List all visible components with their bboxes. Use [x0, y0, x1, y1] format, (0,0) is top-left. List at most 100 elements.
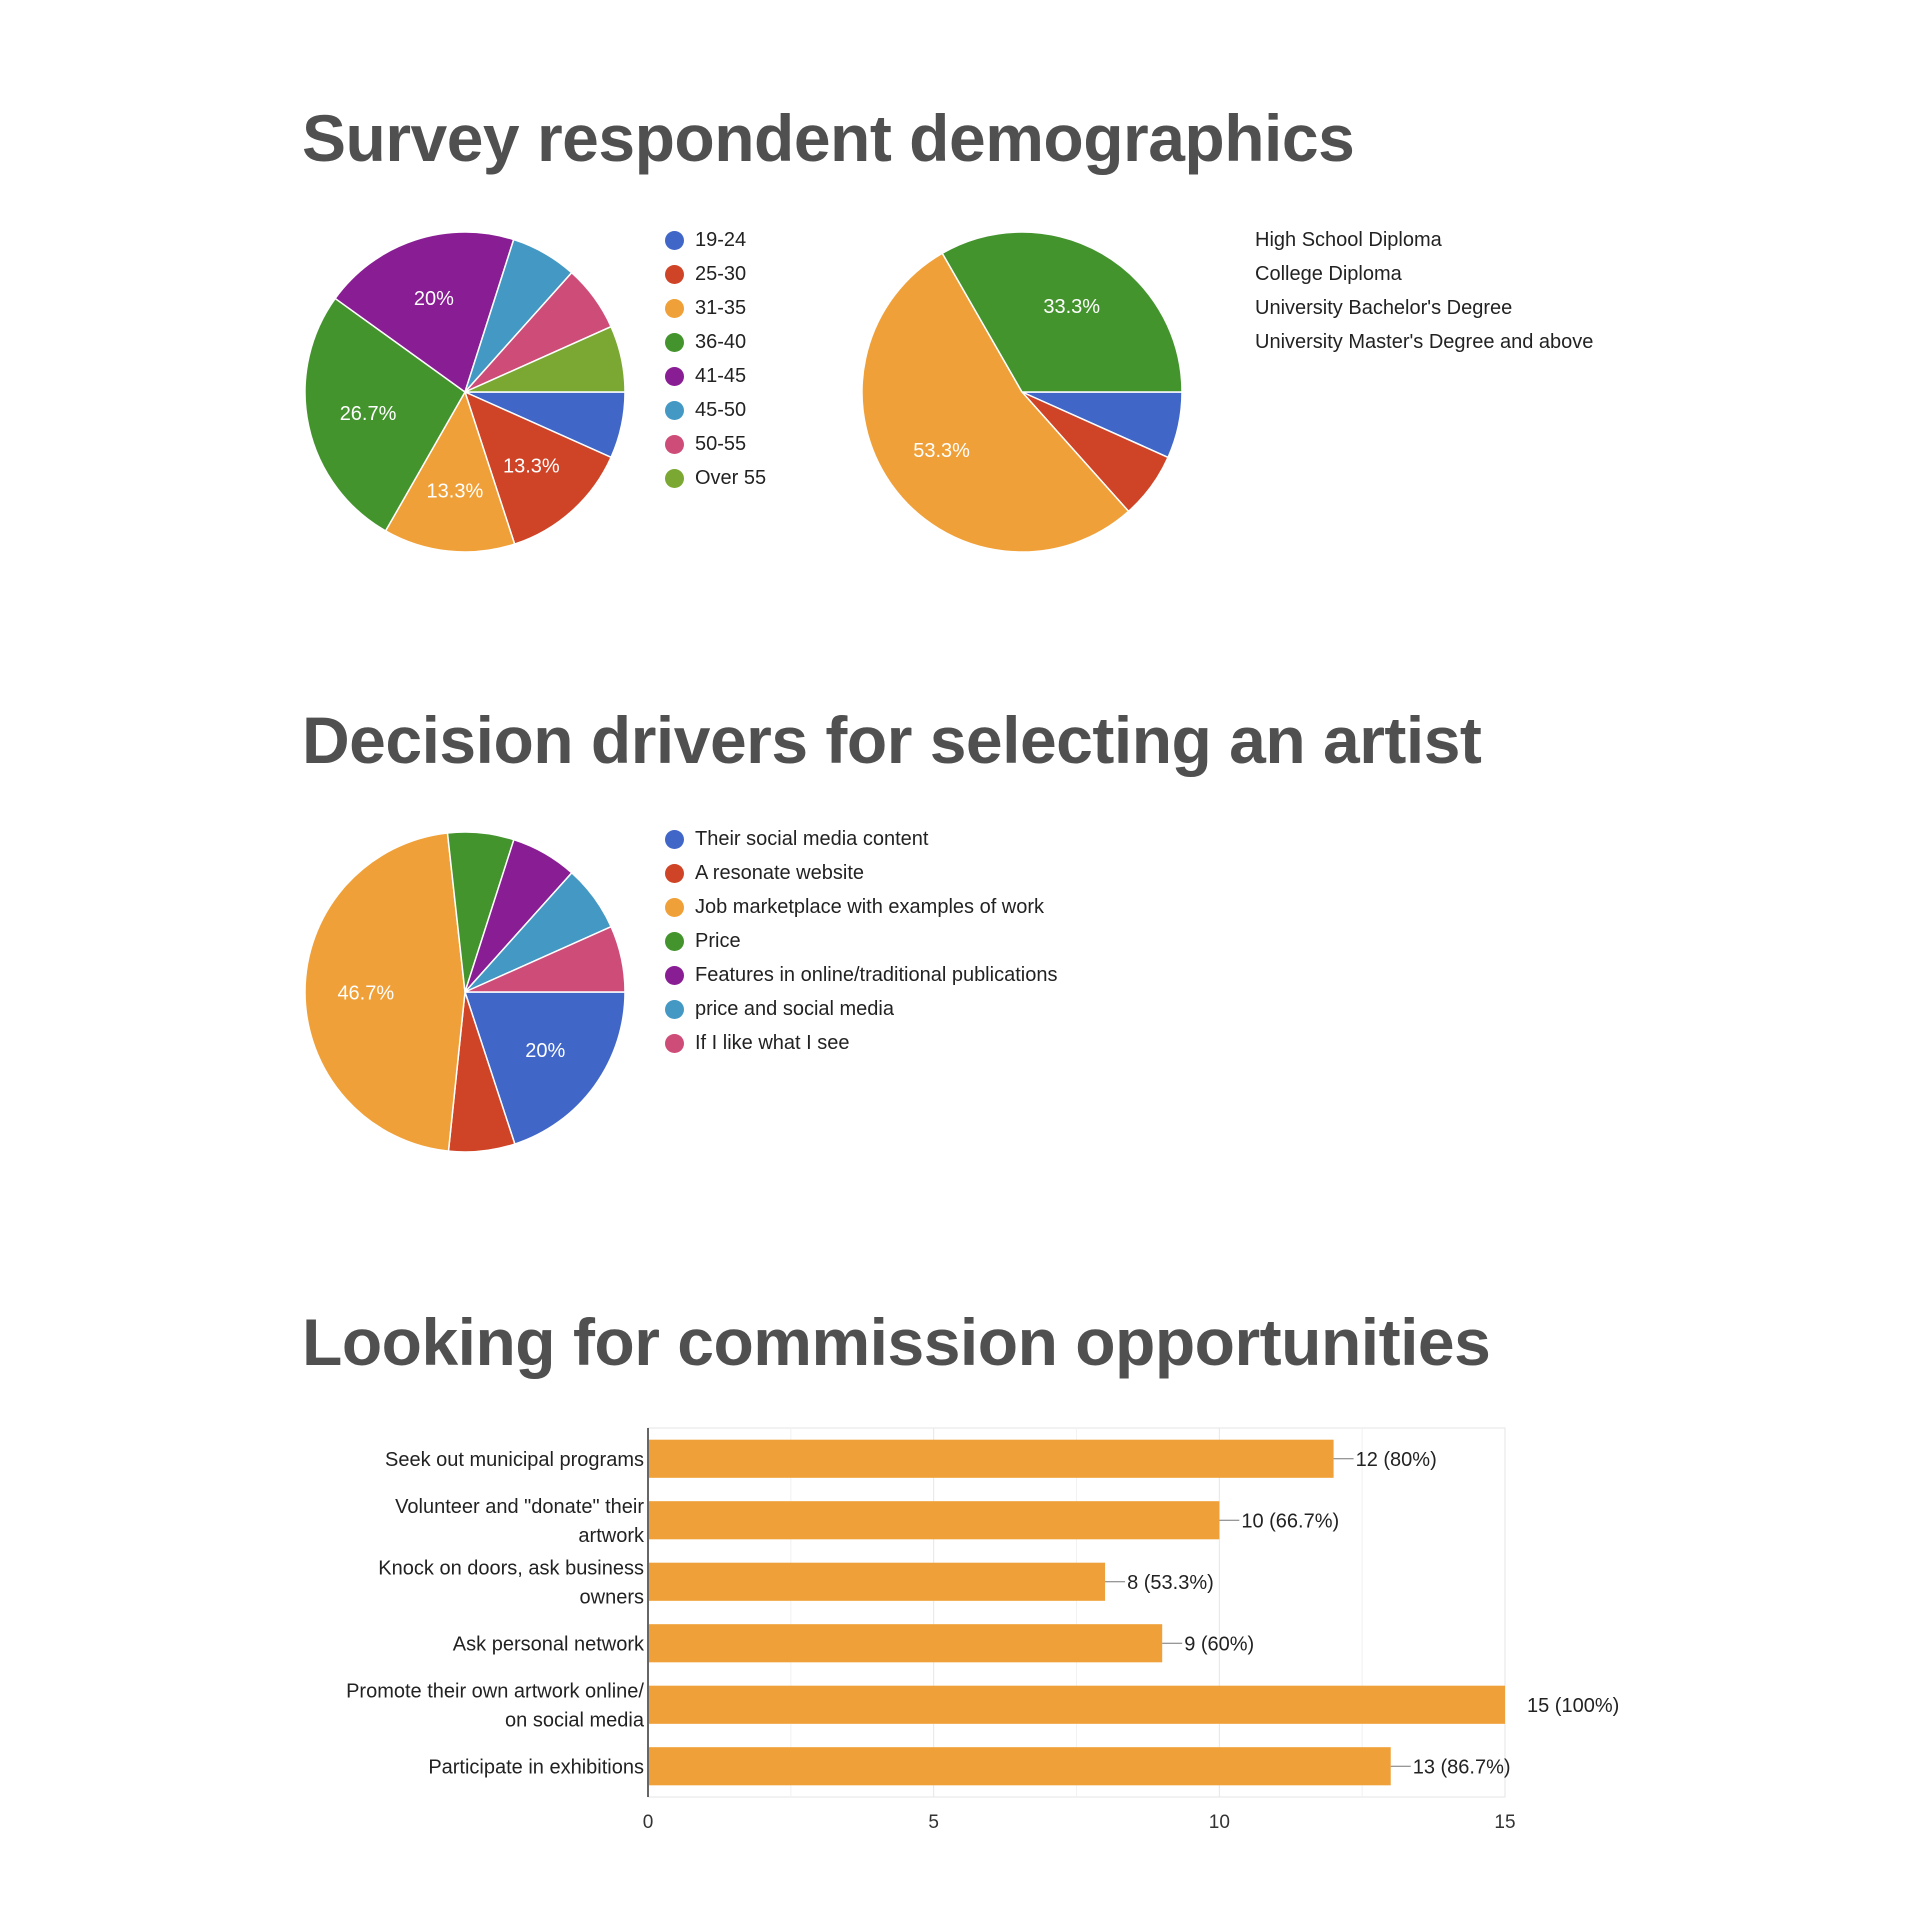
commission-bar-1: [649, 1439, 1334, 1478]
x-tick-label: 0: [643, 1812, 654, 1833]
section-title-decision-drivers: Decision drivers for selecting an artist: [302, 703, 1482, 777]
drivers-legend-item: Their social media content: [665, 825, 1085, 854]
legend-label: A resonate website: [695, 862, 864, 884]
commission-bar-5: [649, 1685, 1505, 1724]
legend-label: price and social media: [695, 998, 894, 1020]
category-label: Volunteer and "donate" their: [395, 1496, 644, 1518]
legend-label: 41-45: [695, 365, 747, 387]
education-slice-label-3: 53.3%: [913, 440, 970, 462]
age-slice-2: [463, 390, 613, 546]
age-legend-item: 45-50: [665, 396, 766, 425]
legend-label: 36-40: [695, 331, 747, 353]
legend-swatch-icon: [665, 932, 684, 951]
legend-label: Their social media content: [695, 828, 929, 850]
age-legend-item: 31-35: [665, 294, 766, 323]
age-legend-item: 41-45: [665, 362, 766, 391]
legend-swatch-icon: [665, 469, 684, 488]
legend-label: University Bachelor's Degree: [1255, 297, 1513, 319]
drivers-legend-item: A resonate website: [665, 859, 1085, 888]
drivers-legend-item: If I like what I see: [665, 1029, 1085, 1058]
age-slice-4: [304, 297, 466, 532]
education-legend: High School Diploma College Diploma Univer…: [1255, 226, 1593, 362]
age-legend: 19-24 25-30 31-35 36-40 41-45 45-50 50-55 Over …: [665, 226, 766, 498]
legend-label: High School Diploma: [1255, 229, 1442, 251]
age-legend-item: 25-30: [665, 260, 766, 289]
age-slice-label-5: 20%: [414, 288, 454, 310]
drivers-slice-label-3: 46.7%: [337, 982, 394, 1004]
bar-data-label: 8 (53.3%): [1127, 1572, 1214, 1594]
category-label: on social media: [505, 1709, 645, 1731]
legend-swatch-icon: [665, 435, 684, 454]
legend-label: 50-55: [695, 433, 747, 455]
education-slice-1: [1021, 391, 1183, 459]
legend-swatch-icon: [665, 830, 684, 849]
commission-bar-4: [649, 1624, 1163, 1663]
commission-bar-6: [649, 1747, 1391, 1786]
education-slice-4: [941, 231, 1183, 393]
legend-label: 31-35: [695, 297, 747, 319]
category-label: Knock on doors, ask business: [378, 1557, 644, 1579]
age-slice-8: [464, 325, 626, 393]
education-legend-item: High School Diploma: [1255, 226, 1593, 255]
legend-label: 25-30: [695, 263, 747, 285]
category-label: Participate in exhibitions: [428, 1756, 644, 1778]
bar-data-label: 15 (100%): [1527, 1695, 1619, 1717]
age-slice-1: [464, 391, 626, 459]
decision-drivers-legend: Their social media content A resonate web…: [665, 825, 1085, 1063]
age-slice-5: [334, 231, 515, 394]
legend-label: 19-24: [695, 229, 747, 251]
legend-swatch-icon: [665, 231, 684, 250]
x-tick-label: 15: [1494, 1812, 1515, 1833]
bar-data-label: 10 (66.7%): [1241, 1510, 1339, 1532]
bar-data-label: 13 (86.7%): [1413, 1756, 1511, 1778]
legend-label: Over 55: [695, 467, 767, 489]
drivers-slice-6: [464, 871, 613, 993]
drivers-legend-item: Features in online/traditional publicati…: [665, 961, 1085, 990]
legend-swatch-icon: [665, 1034, 684, 1053]
age-slice-label-2: 13.3%: [503, 456, 560, 478]
drivers-slice-7: [464, 925, 626, 993]
age-legend-item: Over 55: [665, 464, 766, 493]
legend-label: Features in online/traditional publicati…: [695, 964, 1058, 986]
legend-label: If I like what I see: [695, 1032, 850, 1054]
drivers-slice-5: [464, 838, 573, 993]
age-slice-3: [384, 390, 516, 553]
drivers-slice-4: [446, 831, 515, 993]
legend-label: University Master's Degree and above: [1255, 331, 1594, 353]
commission-bar-2: [649, 1501, 1220, 1540]
bar-data-label: 9 (60%): [1184, 1633, 1254, 1655]
commission-bar-3: [649, 1562, 1106, 1601]
education-legend-item: University Master's Degree and above: [1255, 328, 1593, 357]
legend-swatch-icon: [665, 966, 684, 985]
plot-area: [647, 1427, 1506, 1798]
x-tick-label: 5: [928, 1812, 939, 1833]
drivers-slice-3: [304, 832, 466, 1152]
education-slice-3: [861, 252, 1130, 553]
legend-label: 45-50: [695, 399, 747, 421]
education-legend-item: University Bachelor's Degree: [1255, 294, 1593, 323]
age-slice-label-4: 26.7%: [340, 403, 397, 425]
legend-swatch-icon: [665, 333, 684, 352]
age-slice-label-3: 13.3%: [427, 481, 484, 503]
education-slice-2: [1021, 391, 1170, 513]
legend-swatch-icon: [665, 898, 684, 917]
category-label: artwork: [578, 1525, 645, 1547]
legend-swatch-icon: [665, 864, 684, 883]
legend-swatch-icon: [665, 367, 684, 386]
age-legend-item: 36-40: [665, 328, 766, 357]
section-title-demographics: Survey respondent demographics: [302, 101, 1355, 175]
x-tick-label: 10: [1209, 1812, 1230, 1833]
drivers-legend-item: price and social media: [665, 995, 1085, 1024]
drivers-legend-item: Price: [665, 927, 1085, 956]
age-slice-6: [464, 238, 573, 393]
legend-swatch-icon: [665, 299, 684, 318]
education-legend-item: College Diploma: [1255, 260, 1593, 289]
category-label: Promote their own artwork online/: [346, 1680, 644, 1702]
legend-label: Job marketplace with examples of work: [695, 896, 1045, 918]
drivers-slice-1: [463, 991, 626, 1145]
age-legend-item: 19-24: [665, 226, 766, 255]
section-title-commission: Looking for commission opportunities: [302, 1305, 1491, 1379]
drivers-slice-2: [447, 991, 516, 1153]
category-label: Ask personal network: [453, 1633, 645, 1655]
legend-label: College Diploma: [1255, 263, 1402, 285]
